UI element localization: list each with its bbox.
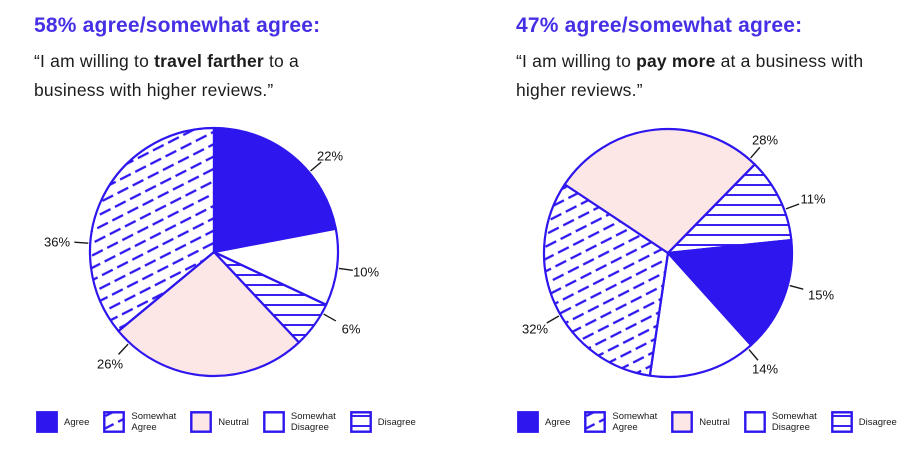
legend-swatch-agree-icon (36, 411, 58, 434)
label-leader-line (750, 146, 761, 159)
survey-panel-right: 47% agree/somewhat agree: “I am willing … (516, 13, 878, 104)
label-leader-line (789, 284, 804, 290)
survey-quote: “I am willing to pay more at a business … (516, 47, 878, 104)
panel-headline: 47% agree/somewhat agree: (516, 14, 803, 37)
pie-slice-somewhat-disagree (648, 251, 753, 379)
pie-slice-disagree (666, 163, 793, 255)
pie-chart-right (542, 127, 804, 379)
label-leader-line (74, 241, 89, 244)
legend-swatch-disagree-icon (349, 411, 372, 434)
pie-slice-somewhat-agree (88, 126, 216, 333)
legend-item-somewhat-agree: Somewhat Agree (584, 411, 657, 433)
legend-item-label: Neutral (218, 416, 249, 428)
slice-percentage-label: 32% (521, 321, 549, 337)
legend-item-neutral: Neutral (671, 411, 730, 434)
slice-percentage-label: 36% (43, 234, 71, 250)
pie-slice-somewhat-disagree (212, 227, 340, 306)
quote-text-pre: “I am willing to (34, 51, 155, 72)
survey-panel-left: 58% agree/somewhat agree: “I am willing … (34, 13, 374, 104)
legend-item-label: Disagree (377, 416, 416, 428)
label-leader-line (323, 313, 337, 322)
legend-item-somewhat-disagree: Somewhat Disagree (743, 411, 817, 434)
pie-slice-neutral (563, 127, 756, 255)
legend-item-somewhat-agree: Somewhat Agree (103, 411, 176, 433)
legend-item-label: Agree (545, 416, 571, 428)
label-leader-line (785, 203, 800, 210)
slice-percentage-label: 6% (341, 321, 361, 337)
slice-percentage-label: 11% (800, 191, 826, 207)
quote-text-bold: travel farther (154, 51, 264, 72)
legend-swatch-somewhat-agree-icon (103, 411, 126, 434)
legend-swatch-agree-icon (517, 411, 539, 434)
pie-slice-neutral (117, 250, 300, 378)
pie-chart-left (74, 126, 353, 378)
legend-item-agree: Agree (36, 411, 90, 434)
pie-slice-agree (666, 238, 794, 347)
legend-swatch-somewhat-agree-icon (584, 411, 607, 434)
legend-item-label: Somewhat Disagree (290, 411, 336, 434)
legend-swatch-neutral-icon (671, 411, 694, 434)
legend-swatch-somewhat-disagree-icon (743, 411, 766, 434)
legend-swatch-somewhat-disagree-icon (262, 411, 285, 434)
label-leader-line (338, 267, 353, 271)
legend-item-disagree: Disagree (349, 411, 416, 434)
quote-text-post: to a business with higher reviews.” (34, 51, 299, 100)
legend-item-somewhat-disagree: Somewhat Disagree (262, 411, 336, 434)
legend-item-disagree: Disagree (830, 411, 897, 434)
quote-text-post: at a business with higher reviews.” (516, 51, 864, 100)
legend-item-label: Somewhat Agree (612, 411, 658, 434)
label-leader-line (546, 315, 560, 324)
label-leader-line (310, 161, 322, 172)
legend-item-label: Neutral (699, 416, 730, 428)
chart-legend-right: Agree Somewhat Agree Neutral Somewhat Disag… (517, 411, 906, 433)
label-leader-line (118, 343, 129, 355)
legend-item-label: Disagree (858, 416, 897, 428)
legend-item-label: Somewhat Agree (131, 411, 177, 434)
pie-slice-agree (212, 126, 337, 254)
survey-quote: “I am willing to travel farther to a bus… (34, 47, 374, 104)
slice-percentage-label: 22% (316, 148, 344, 164)
legend-item-agree: Agree (517, 411, 571, 434)
panel-headline: 58% agree/somewhat agree: (34, 14, 321, 37)
legend-item-label: Somewhat Disagree (771, 411, 817, 434)
chart-legend-left: Agree Somewhat Agree Neutral Somewhat Disag… (36, 411, 430, 433)
legend-item-label: Agree (64, 416, 90, 428)
slice-percentage-label: 28% (751, 132, 779, 148)
pie-slice-somewhat-agree (542, 183, 670, 377)
quote-text-bold: pay more (636, 51, 716, 72)
quote-text-pre: “I am willing to (516, 51, 637, 72)
slice-percentage-label: 15% (807, 287, 835, 303)
slice-percentage-label: 10% (352, 264, 380, 280)
legend-item-neutral: Neutral (190, 411, 249, 434)
slice-percentage-label: 14% (751, 361, 779, 377)
legend-swatch-neutral-icon (190, 411, 213, 434)
legend-swatch-disagree-icon (830, 411, 853, 434)
label-leader-line (748, 349, 759, 361)
slice-percentage-label: 26% (96, 356, 124, 372)
